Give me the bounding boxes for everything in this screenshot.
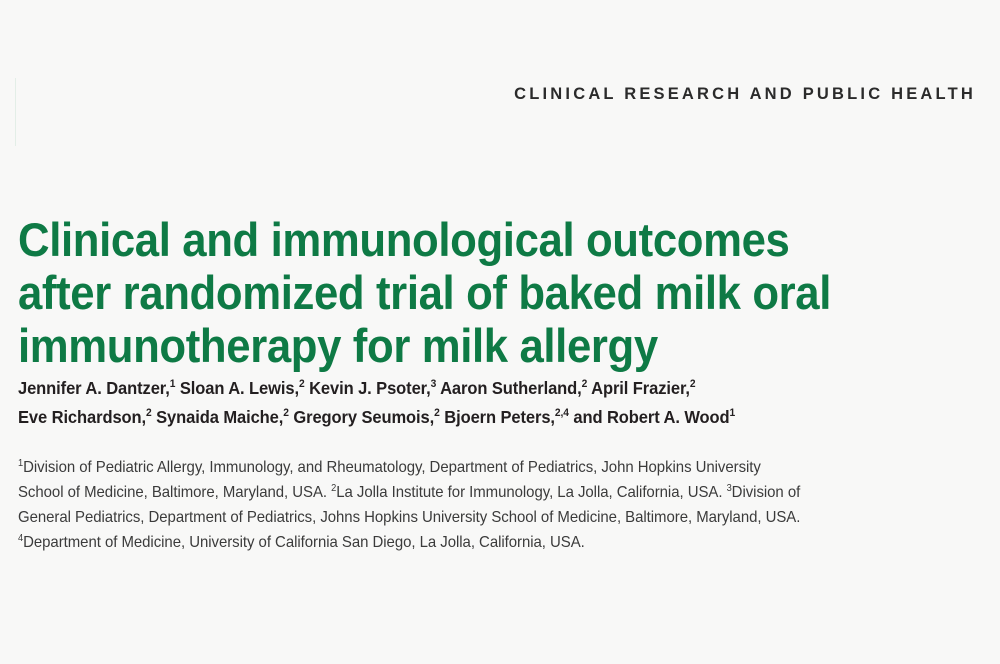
author-list: Jennifer A. Dantzer,1 Sloan A. Lewis,2 K… (18, 374, 921, 432)
affiliation-marker: 1 (18, 457, 24, 469)
author-affiliation-marker: 2 (298, 378, 305, 391)
affiliation-text: Division of (731, 484, 801, 501)
author-affiliation-marker: 2 (146, 407, 152, 420)
title-line-2: after randomized trial of baked milk ora… (18, 266, 832, 320)
title-line-1: Clinical and immunological outcomes (18, 213, 790, 267)
affiliation-marker: 4 (18, 532, 24, 544)
affiliation-text: School of Medicine, Baltimore, Maryland,… (18, 484, 332, 501)
article-category-label: CLINICAL RESEARCH AND PUBLIC HEALTH (514, 85, 976, 103)
author-name: and Robert A. Wood (568, 407, 730, 427)
author-name: Aaron Sutherland, (436, 378, 582, 398)
affiliation-line-2: School of Medicine, Baltimore, Maryland,… (18, 480, 928, 505)
affiliation-line-3: General Pediatrics, Department of Pediat… (18, 509, 801, 526)
affiliation-text: Division of Pediatric Allergy, Immunolog… (23, 459, 761, 476)
author-name: Synaida Maiche, (151, 407, 284, 427)
page-title: Clinical and immunological outcomes afte… (18, 213, 902, 372)
title-line-3: immunotherapy for milk allergy (18, 319, 658, 373)
affiliation-marker: 3 (726, 482, 732, 494)
author-name: April Frazier, (587, 378, 690, 398)
author-affiliation-marker: 2,4 (554, 407, 569, 420)
author-line-2: Eve Richardson,2 Synaida Maiche,2 Gregor… (18, 403, 921, 432)
author-name: Kevin J. Psoter, (304, 378, 431, 398)
author-name: Sloan A. Lewis, (175, 378, 299, 398)
author-affiliation-marker: 2 (434, 407, 440, 420)
author-affiliation-marker: 1 (169, 378, 176, 391)
affiliation-list: 1Division of Pediatric Allergy, Immunolo… (18, 455, 928, 555)
author-affiliation-marker: 2 (581, 378, 588, 391)
author-name: Eve Richardson, (18, 407, 147, 427)
author-affiliation-marker: 3 (430, 378, 437, 391)
author-name: Jennifer A. Dantzer, (18, 378, 170, 398)
affiliation-line-1: 1Division of Pediatric Allergy, Immunolo… (18, 455, 928, 480)
affiliation-line-4: 4Department of Medicine, University of C… (18, 530, 928, 555)
left-vertical-rule (15, 78, 16, 146)
author-name: Bjoern Peters, (439, 407, 555, 427)
affiliation-text: Department of Medicine, University of Ca… (23, 534, 585, 551)
author-affiliation-marker: 1 (729, 407, 736, 420)
author-affiliation-marker: 2 (689, 378, 696, 391)
author-line-1: Jennifer A. Dantzer,1 Sloan A. Lewis,2 K… (18, 374, 921, 403)
author-name: Gregory Seumois, (288, 407, 435, 427)
affiliation-marker: 2 (331, 482, 337, 494)
affiliation-text: La Jolla Institute for Immunology, La Jo… (336, 484, 727, 501)
author-affiliation-marker: 2 (283, 407, 289, 420)
